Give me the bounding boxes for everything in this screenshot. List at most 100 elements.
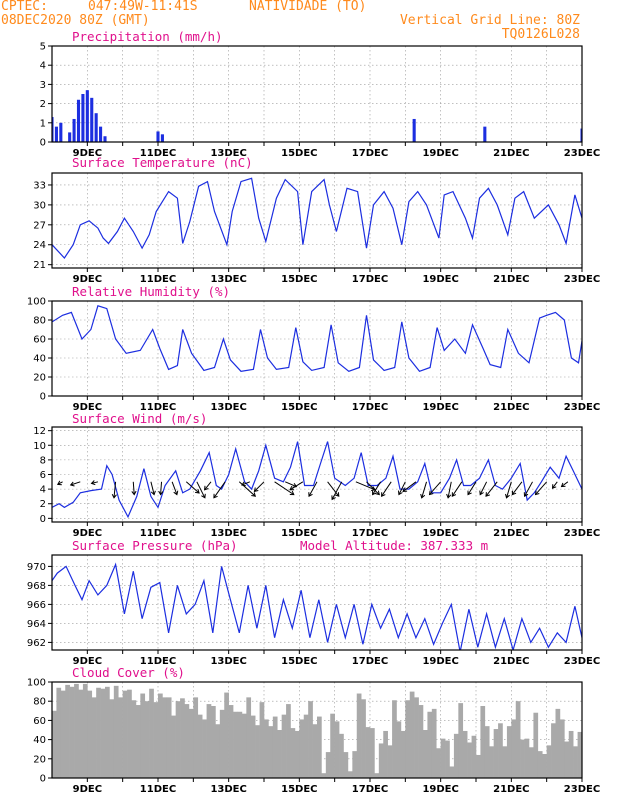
cloud-bar bbox=[82, 683, 88, 778]
x-tick-label: 9DEC bbox=[73, 402, 102, 413]
header-location: NATIVIDADE (TO) bbox=[249, 0, 367, 14]
cloud-bar bbox=[405, 700, 411, 778]
x-tick-label: 17DEC bbox=[352, 402, 388, 413]
wind-arrow-head bbox=[69, 481, 75, 487]
cloud-bar bbox=[100, 688, 106, 778]
cloud-bar bbox=[529, 747, 534, 778]
wind-arrow bbox=[402, 481, 417, 492]
wind-arrow bbox=[308, 481, 318, 497]
cloud-bar bbox=[109, 699, 115, 778]
wind-arrow bbox=[524, 481, 533, 497]
header-run-code: TQ0126L028 bbox=[501, 27, 580, 42]
x-tick-label: 19DEC bbox=[422, 402, 458, 413]
panel-wind: 0 2 4 6 8 10 12 9DEC 11DEC 13DEC 15DEC 17DEC 19DEC 21… bbox=[33, 426, 600, 539]
x-tick-label: 15DEC bbox=[281, 784, 317, 795]
cloud-bar bbox=[149, 688, 154, 778]
precip-bar bbox=[103, 136, 107, 142]
cloud-bar bbox=[582, 737, 587, 778]
y-tick-label: 6 bbox=[40, 470, 46, 481]
x-tick-label: 15DEC bbox=[281, 402, 317, 413]
cloud-bar bbox=[537, 751, 543, 778]
x-tick-label: 15DEC bbox=[281, 274, 317, 285]
cloud-bar bbox=[228, 705, 234, 778]
y-tick-label: 12 bbox=[33, 426, 46, 437]
x-tick-label: 23DEC bbox=[564, 148, 600, 159]
title-cloud-cover: Cloud Cover (%) bbox=[72, 665, 185, 680]
cloud-bar bbox=[383, 730, 388, 778]
wind-arrow bbox=[274, 481, 295, 496]
wind-arrow-head bbox=[253, 487, 259, 493]
wind-arrow bbox=[327, 481, 340, 497]
y-tick-label: 30 bbox=[33, 200, 46, 211]
y-tick-label: 964 bbox=[27, 619, 46, 630]
precip-bar bbox=[76, 99, 81, 142]
cloud-bar bbox=[60, 690, 66, 778]
cloud-bar bbox=[374, 773, 380, 778]
cloud-bar bbox=[555, 708, 561, 778]
panel-precip: 0 1 2 3 4 5 9DEC 11DEC 13DEC 15DEC 17DEC 19DEC 21DEC… bbox=[40, 42, 601, 160]
x-tick-label: 21DEC bbox=[493, 784, 529, 795]
y-tick-label: 966 bbox=[27, 600, 46, 611]
wind-arrow bbox=[331, 481, 343, 500]
y-tick-label: 21 bbox=[33, 260, 46, 271]
y-tick-label: 968 bbox=[27, 581, 46, 592]
cloud-bar bbox=[162, 697, 168, 778]
cloud-bar bbox=[431, 708, 437, 778]
wind-arrow-head bbox=[372, 490, 377, 496]
cloud-bar bbox=[502, 746, 508, 778]
series-wind bbox=[52, 441, 582, 519]
cloud-bar bbox=[591, 724, 596, 778]
cloud-bar bbox=[370, 728, 375, 778]
cloud-bar bbox=[193, 697, 199, 778]
wind-arrow bbox=[511, 481, 523, 495]
wind-arrow-head bbox=[150, 490, 156, 496]
x-tick-label: 21DEC bbox=[493, 528, 529, 539]
cloud-bar bbox=[414, 697, 419, 778]
cloud-bar bbox=[233, 711, 238, 778]
header-coordinates: 047:49W-11:41S bbox=[88, 0, 198, 14]
wind-arrow bbox=[451, 481, 463, 497]
x-tick-label: 21DEC bbox=[493, 656, 529, 667]
wind-arrow bbox=[398, 481, 406, 495]
x-tick-label: 13DEC bbox=[210, 402, 246, 413]
panel-frame bbox=[51, 300, 583, 397]
title-humidity: Relative Humidity (%) bbox=[72, 284, 231, 299]
y-tick-label: 24 bbox=[33, 240, 46, 251]
cloud-bar bbox=[458, 703, 464, 778]
cloud-bar bbox=[352, 751, 358, 778]
cloud-bar bbox=[387, 745, 393, 778]
wind-arrow-head bbox=[420, 493, 426, 499]
cloud-bar bbox=[476, 754, 481, 778]
wind-arrow bbox=[552, 481, 558, 489]
wind-arrow-head bbox=[402, 487, 408, 492]
x-tick-label: 11DEC bbox=[140, 274, 176, 285]
header-grid-note: Vertical Grid Line: 80Z bbox=[399, 13, 580, 28]
y-tick-label: 4 bbox=[40, 61, 46, 72]
y-tick-label: 2 bbox=[40, 99, 46, 110]
precip-bar bbox=[99, 126, 103, 142]
wind-arrow bbox=[91, 481, 99, 484]
precip-bar bbox=[72, 118, 76, 142]
series-pressure bbox=[52, 562, 582, 650]
wind-arrow bbox=[132, 481, 135, 495]
cloud-bar bbox=[330, 713, 335, 778]
cloud-bar bbox=[211, 706, 216, 778]
cloud-bar bbox=[166, 697, 172, 778]
panel-humidity: 0 20 40 60 80 100 9DEC 11DEC 13DEC 15DEC 17DEC 19DE… bbox=[27, 297, 600, 414]
wind-arrow-head bbox=[195, 489, 200, 494]
x-tick-label: 13DEC bbox=[210, 784, 246, 795]
wind-arrow-head bbox=[56, 480, 62, 486]
cloud-bar bbox=[308, 701, 313, 778]
wind-arrow-head bbox=[90, 480, 96, 486]
title-wind: Surface Wind (m/s) bbox=[72, 411, 208, 426]
cloud-bar bbox=[347, 771, 353, 778]
cloud-bar bbox=[325, 752, 331, 778]
cloud-bar bbox=[127, 689, 132, 778]
cloud-bar bbox=[113, 685, 119, 778]
cloud-bar bbox=[56, 687, 62, 778]
wind-arrow-head bbox=[551, 484, 557, 489]
wind-arrow bbox=[171, 481, 178, 495]
wind-arrow bbox=[204, 481, 212, 491]
cloud-bar bbox=[462, 730, 468, 778]
cloud-bar bbox=[74, 683, 79, 778]
